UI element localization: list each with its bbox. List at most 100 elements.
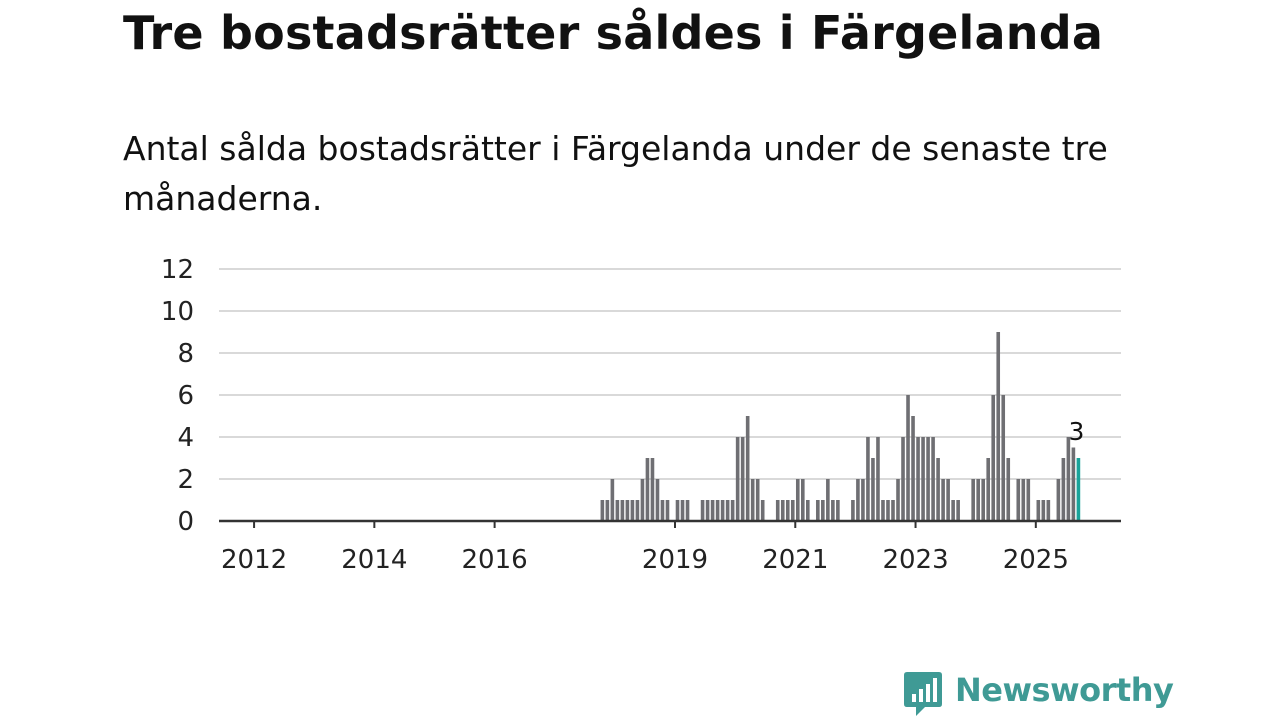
x-tick-label: 2023 <box>882 545 948 575</box>
bar <box>1066 437 1071 521</box>
bar <box>981 479 985 521</box>
bar <box>745 416 750 521</box>
x-tick-label: 2016 <box>462 545 528 575</box>
bar <box>851 500 855 521</box>
bar <box>856 479 860 521</box>
bar <box>816 500 820 521</box>
bar <box>861 479 865 521</box>
bar <box>996 332 1001 521</box>
bar <box>1006 458 1011 521</box>
bar <box>941 479 945 521</box>
bar <box>906 395 910 521</box>
x-tick-label: 2012 <box>221 545 287 575</box>
bar <box>630 500 635 521</box>
bar <box>760 500 765 521</box>
page-title: Tre bostadsrätter såldes i Färgelanda <box>123 6 1104 60</box>
bar <box>831 500 835 521</box>
bar <box>991 395 996 521</box>
bar <box>720 500 725 521</box>
bar <box>800 479 805 521</box>
bar <box>936 458 940 521</box>
bar <box>600 500 605 521</box>
bar <box>826 479 830 521</box>
bar <box>665 500 670 521</box>
x-tick-label: 2019 <box>642 545 708 575</box>
bar <box>821 500 825 521</box>
bar <box>871 458 875 521</box>
bar <box>931 437 935 521</box>
bar <box>866 437 870 521</box>
bar <box>926 437 930 521</box>
y-tick-label: 12 <box>161 255 194 285</box>
x-tick-label: 2014 <box>341 545 407 575</box>
bar <box>881 500 885 521</box>
data-label: 3 <box>1068 417 1084 446</box>
bar <box>615 500 620 521</box>
bar <box>1036 500 1041 521</box>
bar <box>986 458 991 521</box>
bar <box>1071 447 1076 521</box>
bar-chart: 0 2 4 6 8 10 12 2012 2014 2016 2019 2021 2023 2025 3 <box>161 255 1121 575</box>
bar <box>780 500 785 521</box>
bar <box>946 479 950 521</box>
bar <box>710 500 715 521</box>
bar <box>1046 500 1051 521</box>
bar <box>740 437 745 521</box>
bar <box>1001 395 1006 521</box>
y-tick-label: 2 <box>177 465 194 495</box>
bar <box>971 479 975 521</box>
y-tick-label: 6 <box>177 381 194 411</box>
bar <box>785 500 790 521</box>
bar <box>610 479 615 521</box>
newsworthy-logo-icon <box>904 672 942 716</box>
bar <box>886 500 890 521</box>
newsworthy-logo: Newsworthy <box>903 670 1174 720</box>
bar <box>1026 479 1031 521</box>
bar <box>700 500 705 521</box>
bar <box>660 500 665 521</box>
bar <box>735 437 740 521</box>
bar <box>896 479 900 521</box>
bar <box>635 500 640 521</box>
bar <box>755 479 760 521</box>
bar <box>1016 479 1021 521</box>
bar <box>605 500 610 521</box>
bar <box>836 500 840 521</box>
bar <box>795 479 800 521</box>
bar <box>956 500 960 521</box>
bar <box>645 458 650 521</box>
bar <box>1041 500 1046 521</box>
bar <box>675 500 680 521</box>
bar <box>680 500 685 521</box>
bar <box>775 500 780 521</box>
bar <box>1061 458 1066 521</box>
bar <box>1021 479 1026 521</box>
bar <box>916 437 920 521</box>
bar <box>715 500 720 521</box>
bar <box>790 500 795 521</box>
bar <box>976 479 980 521</box>
bar <box>806 500 810 521</box>
bar <box>891 500 895 521</box>
bar <box>876 437 880 521</box>
y-tick-label: 4 <box>177 423 194 453</box>
y-tick-label: 8 <box>177 339 194 369</box>
bar <box>921 437 925 521</box>
bar <box>650 458 655 521</box>
bar <box>901 437 905 521</box>
y-tick-label: 10 <box>161 297 194 327</box>
bar <box>750 479 755 521</box>
bar <box>951 500 955 521</box>
bar <box>730 500 735 521</box>
x-tick-label: 2025 <box>1003 545 1069 575</box>
bar <box>705 500 710 521</box>
bar <box>620 500 625 521</box>
bar <box>640 479 645 521</box>
bar <box>625 500 630 521</box>
bar <box>911 416 915 521</box>
y-tick-label: 0 <box>177 507 194 537</box>
bar <box>1056 479 1061 521</box>
chart-subtitle: Antal sålda bostadsrätter i Färgelanda u… <box>123 129 1108 218</box>
x-tick-label: 2021 <box>762 545 828 575</box>
bar <box>725 500 730 521</box>
